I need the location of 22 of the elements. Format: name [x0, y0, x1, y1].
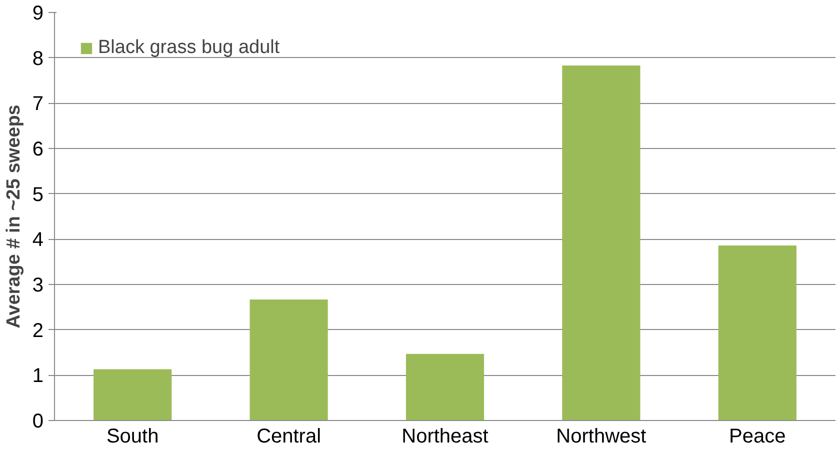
- bar: [94, 369, 172, 420]
- bar: [250, 299, 328, 420]
- y-tick-label: 6: [32, 138, 44, 160]
- x-tick-label: Northeast: [402, 426, 489, 448]
- legend-label: Black grass bug adult: [98, 37, 280, 59]
- y-tick-label: 4: [32, 229, 44, 252]
- y-tick-label: 2: [32, 320, 44, 342]
- y-axis-title: Average # in ~25 sweeps: [3, 104, 24, 328]
- bar: [562, 66, 640, 420]
- x-tick-label: South: [106, 426, 159, 448]
- bar: [718, 246, 796, 420]
- y-tick-label: 5: [32, 184, 44, 206]
- bar: [406, 354, 484, 420]
- y-tick-label: 0: [32, 410, 44, 432]
- x-tick-label: Central: [256, 426, 322, 448]
- y-tick-label: 9: [32, 2, 44, 24]
- y-tick-label: 3: [32, 274, 44, 296]
- x-tick-label: Peace: [729, 426, 786, 448]
- y-tick-label: 1: [32, 365, 44, 388]
- y-tick-label: 8: [32, 48, 44, 70]
- x-tick-label: Northwest: [556, 426, 647, 448]
- y-tick-label: 7: [32, 93, 44, 116]
